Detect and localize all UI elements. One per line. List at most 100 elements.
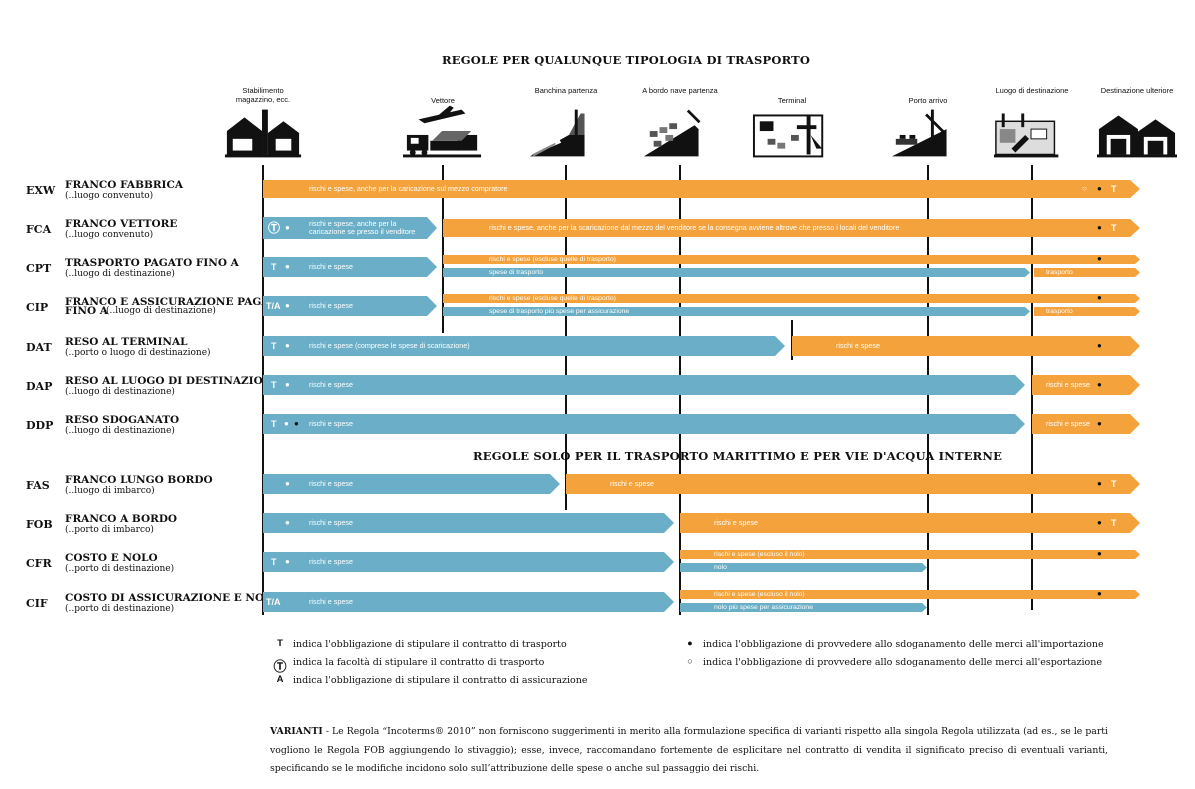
import-clearance-marker: ● (285, 518, 290, 527)
bar-text: rischi e spese, anche per la scaricazion… (489, 223, 900, 232)
rule-code: FAS (26, 479, 50, 492)
legend-symbol: ● (687, 638, 693, 648)
title-all-modes: REGOLE PER QUALUNQUE TIPOLOGIA DI TRASPO… (442, 53, 811, 67)
buyer-bar: trasporto (1034, 268, 1140, 277)
bar-text: rischi e spese (610, 479, 654, 488)
buyer-bar: rischi e spese (680, 513, 1140, 533)
contract-marker: T (1111, 479, 1117, 489)
seller-bar: rischi e spese (263, 474, 560, 494)
import-clearance-marker: ● (1097, 184, 1102, 193)
rule-name: RESO SDOGANATO (65, 414, 180, 426)
rule-place: (..luogo convenuto) (65, 191, 154, 201)
contract-marker: T (271, 380, 277, 390)
seller-bar: rischi e spese (263, 257, 437, 277)
import-clearance-marker: ● (1097, 549, 1102, 558)
bar-text: rischi e spese (309, 479, 353, 488)
bar-text: rischi e spese (1046, 419, 1090, 428)
rule-name: RESO AL LUOGO DI DESTINAZIONE (65, 375, 281, 387)
rule-name: FRANCO A BORDO (65, 513, 178, 525)
ship-loading-icon (640, 105, 720, 161)
bar-text: rischi e spese (escluse quelle di traspo… (489, 255, 616, 263)
import-clearance-marker: ● (1097, 341, 1102, 350)
buyer-bar: rischi e spese (escluse quelle di traspo… (443, 294, 1140, 303)
bar-text: rischi e spese (309, 262, 353, 271)
stop-label: Vettore (431, 96, 455, 105)
rule-place: (..porto di imbarco) (65, 525, 154, 535)
contract-marker: T (271, 419, 277, 429)
rule-code: CFR (26, 557, 52, 570)
import-clearance-marker: ● (285, 557, 290, 566)
import-clearance-marker: ● (1097, 380, 1102, 389)
seller-bar: nolo (680, 563, 927, 572)
import-clearance-marker: ● (1097, 479, 1102, 488)
bar-text: spese di trasporto più spese per assicur… (489, 307, 630, 315)
rule-code: CPT (26, 262, 52, 275)
seller-bar: rischi e spese, anche per la caricazione… (263, 217, 437, 239)
bar-text: trasporto (1046, 268, 1073, 276)
rule-code: DAP (26, 380, 53, 393)
stop-label: Porto arrivo (908, 96, 948, 105)
stop-label: A bordo nave partenza (642, 86, 718, 95)
import-clearance-marker: ● (1097, 223, 1102, 232)
variants-note: VARIANTI - Le Regola “Incoterms® 2010” n… (270, 723, 1108, 779)
stop-label: Terminal (777, 96, 807, 105)
import-clearance-marker: ● (285, 479, 290, 488)
bar-text: rischi e spese (309, 419, 353, 428)
bar-text: rischi e spese, anche per la caricazione… (309, 219, 416, 236)
contract-marker: T (271, 262, 277, 272)
legend-symbol: Ⓣ (273, 659, 287, 674)
seller-bar: rischi e spese (263, 513, 674, 533)
bar-text: rischi e spese (escluso il nolo) (714, 590, 805, 598)
buyer-bar: rischi e spese (escluse quelle di traspo… (443, 255, 1140, 264)
seller-bar: spese di trasporto più spese per assicur… (443, 307, 1030, 316)
import-clearance-marker: ● (285, 301, 290, 310)
bar-text: rischi e spese (escluso il nolo) (714, 550, 805, 558)
carrier-icon (403, 105, 483, 161)
buyer-bar: rischi e spese (escluso il nolo) (680, 590, 1140, 599)
import-clearance-marker: ● (284, 419, 289, 428)
bar-text: rischi e spese (714, 518, 758, 527)
bar-text: nolo (714, 563, 727, 571)
import-clearance-marker: ● (285, 380, 290, 389)
seller-bar: rischi e spese (comprese le spese di sca… (263, 336, 785, 356)
departure-quay-icon (526, 105, 606, 161)
seller-bar: rischi e spese (263, 592, 674, 612)
stop-divider (1031, 165, 1033, 610)
bar-text: rischi e spese (escluse quelle di traspo… (489, 294, 616, 302)
rule-name: RESO AL TERMINAL (65, 336, 188, 348)
variants-text: - Le Regola “Incoterms® 2010” non fornis… (270, 726, 1108, 774)
rule-name: FRANCO LUNGO BORDO (65, 474, 213, 486)
bar-text: nolo più spese per assicurazione (714, 603, 813, 611)
import-clearance-marker: ● (1097, 419, 1102, 428)
buyer-bar: rischi e spese (1032, 375, 1140, 395)
contract-marker: T (1111, 184, 1117, 194)
contract-marker: T/A (266, 597, 281, 607)
rule-place: (..porto di destinazione) (65, 604, 175, 614)
seller-bar: rischi e spese (263, 414, 1025, 434)
buyer-bar: rischi e spese (1032, 414, 1140, 434)
buyer-bar: rischi e spese (escluso il nolo) (680, 550, 1140, 559)
seller-bar: rischi e spese (263, 552, 674, 572)
contract-marker: T (271, 557, 277, 567)
title-sea-only: REGOLE SOLO PER IL TRASPORTO MARITTIMO E… (473, 449, 1003, 463)
export-clearance-marker: ○ (1082, 184, 1087, 193)
rule-place: (..luogo di destinazione) (65, 387, 175, 397)
rule-place: (..luogo di destinazione) (65, 269, 175, 279)
stop-divider (442, 165, 444, 333)
rule-code: EXW (26, 184, 56, 197)
buyer-bar: rischi e spese (792, 336, 1140, 356)
bar-text: rischi e spese (309, 301, 353, 310)
warehouse-icon (1097, 105, 1177, 161)
legend-symbol: T (277, 638, 283, 649)
buyer-bar: rischi e spese (566, 474, 1140, 494)
legend-text: indica l'obbligazione di provvedere allo… (703, 657, 1103, 668)
import-clearance-marker: ● (294, 419, 299, 428)
rule-code: DAT (26, 341, 52, 354)
bar-text: rischi e spese (836, 341, 880, 350)
stop-divider (791, 320, 793, 360)
variants-heading: VARIANTI (270, 726, 323, 737)
rule-place: (..porto di destinazione) (65, 564, 175, 574)
rule-name: FRANCO FABBRICA (65, 179, 183, 191)
factory-icon (223, 105, 303, 161)
rule-code: FOB (26, 518, 53, 531)
